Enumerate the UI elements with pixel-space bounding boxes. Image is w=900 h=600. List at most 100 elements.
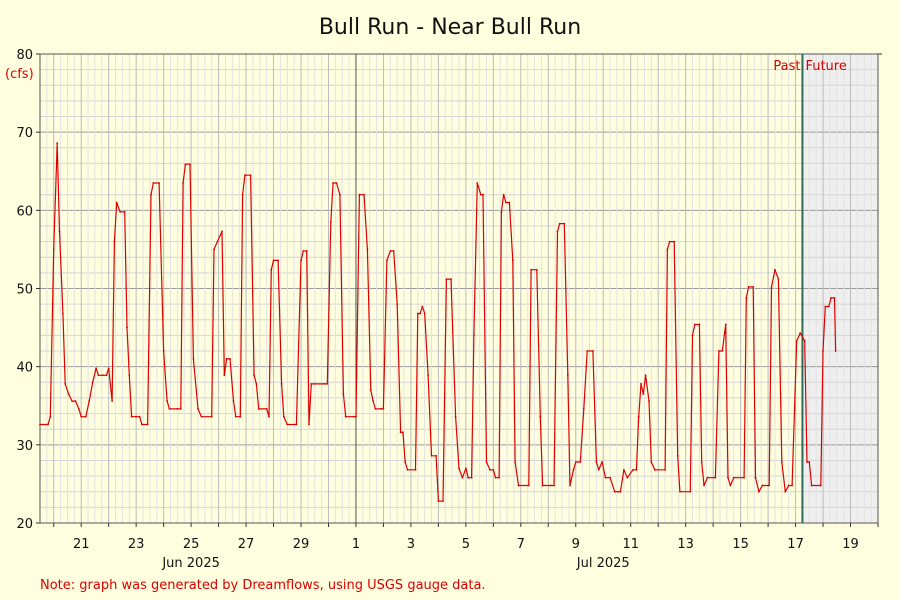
- data-point: [97, 374, 100, 377]
- data-point: [130, 415, 133, 418]
- data-point: [566, 374, 569, 377]
- data-point: [56, 142, 59, 145]
- source-note: Note: graph was generated by Dreamflows,…: [40, 578, 486, 593]
- data-point: [644, 374, 647, 377]
- data-point: [52, 248, 55, 251]
- data-point: [806, 461, 808, 463]
- data-point: [556, 230, 559, 233]
- data-point: [58, 230, 61, 233]
- data-point: [626, 476, 629, 479]
- data-point: [574, 461, 577, 463]
- x-tick-label: 15: [732, 537, 749, 552]
- data-point: [472, 334, 475, 337]
- data-point: [268, 415, 270, 418]
- data-point: [265, 407, 268, 410]
- data-point: [485, 461, 488, 463]
- data-point: [650, 461, 653, 463]
- data-point: [396, 303, 399, 306]
- data-point: [808, 461, 811, 463]
- data-point: [335, 182, 338, 184]
- data-point: [326, 382, 329, 385]
- data-point: [414, 468, 417, 471]
- data-point: [539, 415, 542, 418]
- series-line-flow: [40, 142, 837, 502]
- data-point: [223, 374, 226, 377]
- data-point: [135, 415, 138, 418]
- data-point: [617, 490, 620, 493]
- data-point: [791, 484, 794, 487]
- data-point: [189, 163, 191, 166]
- data-point: [613, 490, 616, 493]
- data-point: [80, 415, 83, 418]
- data-point: [761, 484, 764, 487]
- data-point: [549, 484, 552, 487]
- data-point: [706, 476, 709, 479]
- data-point: [140, 423, 143, 426]
- x-tick-label: 19: [842, 537, 859, 552]
- data-point: [679, 490, 681, 493]
- data-point: [777, 278, 780, 281]
- data-point: [402, 431, 404, 434]
- data-point: [754, 476, 757, 479]
- data-point: [572, 468, 575, 471]
- data-point: [146, 423, 149, 426]
- x-tick-label: 11: [622, 537, 639, 552]
- data-point: [489, 468, 491, 471]
- data-point: [437, 500, 440, 503]
- data-point: [344, 415, 347, 418]
- data-point: [374, 407, 377, 410]
- data-point: [313, 382, 316, 385]
- data-point: [700, 461, 703, 463]
- data-point: [632, 468, 634, 471]
- data-point: [158, 182, 160, 184]
- data-point: [366, 248, 369, 251]
- data-point: [123, 210, 126, 213]
- data-point: [586, 350, 589, 352]
- data-point: [310, 382, 313, 385]
- data-point: [355, 415, 357, 418]
- data-point: [280, 382, 283, 385]
- series: [39, 142, 837, 503]
- data-point: [102, 374, 104, 377]
- data-point: [517, 484, 520, 487]
- data-point: [257, 407, 260, 410]
- chart-title: Bull Run - Near Bull Run: [319, 15, 581, 40]
- data-point: [197, 407, 199, 410]
- data-point: [182, 182, 185, 184]
- data-point: [363, 193, 365, 196]
- x-tick-label: 25: [183, 537, 200, 552]
- data-point: [91, 381, 94, 384]
- data-point: [272, 259, 275, 262]
- data-point: [810, 484, 813, 487]
- data-point: [369, 389, 372, 392]
- data-point: [399, 431, 402, 434]
- data-point: [500, 210, 503, 213]
- data-point: [698, 323, 701, 326]
- data-point: [270, 268, 273, 271]
- grid: [39, 53, 879, 524]
- data-point: [492, 468, 495, 471]
- data-point: [703, 484, 705, 487]
- data-point: [498, 476, 500, 479]
- data-point: [502, 193, 505, 196]
- data-point: [666, 248, 669, 251]
- data-point: [467, 476, 470, 479]
- data-point: [61, 312, 64, 315]
- data-point: [179, 407, 182, 410]
- data-point: [302, 250, 305, 252]
- past-label: Past: [773, 59, 800, 74]
- data-point: [530, 268, 533, 271]
- data-point: [404, 461, 407, 463]
- data-point: [635, 468, 638, 471]
- data-point: [308, 423, 310, 426]
- x-tick-label: 27: [238, 537, 255, 552]
- data-point: [445, 278, 448, 281]
- data-point: [758, 490, 760, 493]
- data-point: [78, 407, 80, 410]
- data-point: [727, 476, 729, 479]
- data-point: [213, 248, 215, 251]
- data-point: [619, 490, 622, 493]
- data-point: [721, 350, 724, 352]
- data-point: [244, 174, 246, 177]
